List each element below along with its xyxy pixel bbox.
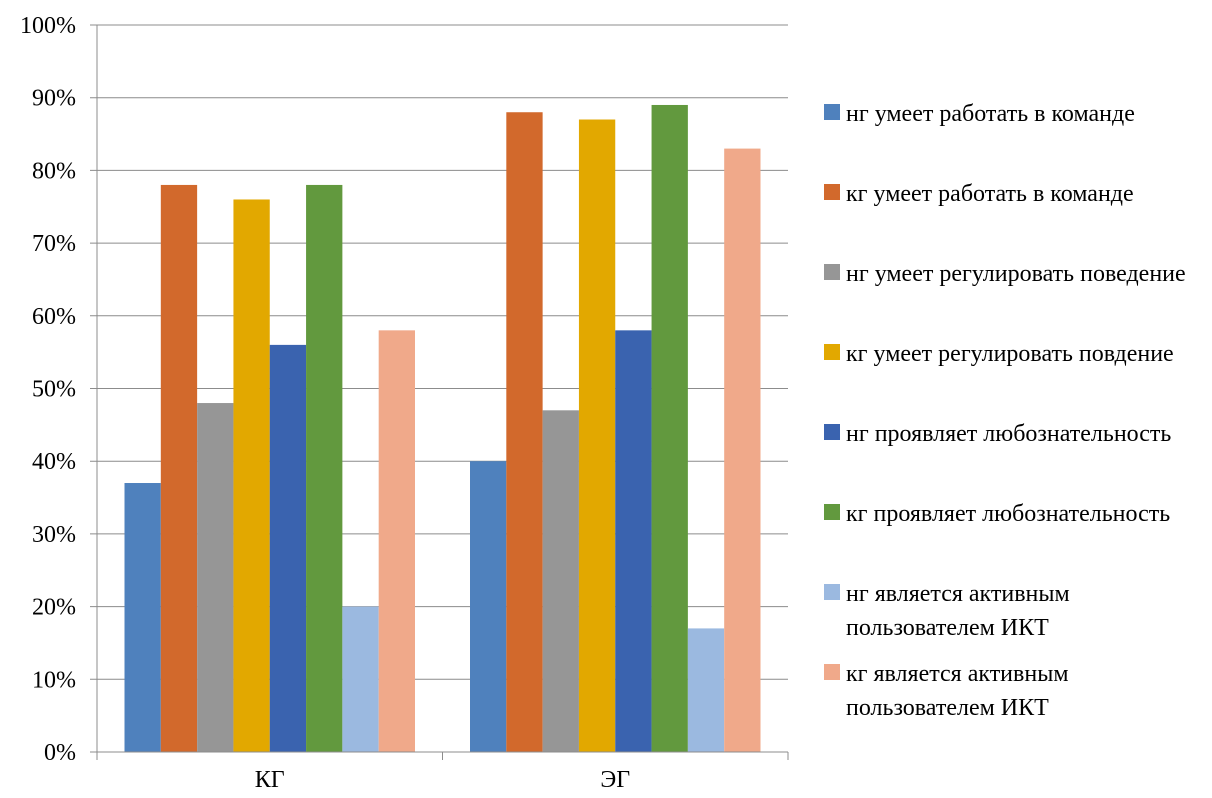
bar <box>615 330 652 752</box>
x-tick-label: ЭГ <box>600 767 630 793</box>
legend-swatch <box>824 104 840 120</box>
bars <box>124 104 761 753</box>
bar <box>724 148 761 753</box>
legend-swatch <box>824 424 840 440</box>
legend-swatch <box>824 264 840 280</box>
y-tick-label: 30% <box>32 522 76 548</box>
y-tick-label: 80% <box>32 158 76 184</box>
y-tick-label: 100% <box>20 13 76 39</box>
bar <box>470 461 507 752</box>
bar <box>306 184 343 752</box>
legend-label: кг умеет регулировать повдение <box>846 341 1174 367</box>
x-tick-label: КГ <box>255 767 285 793</box>
legend-item: нг является активным пользователем ИКТ <box>824 577 1206 645</box>
y-tick-label: 90% <box>32 86 76 112</box>
y-tick-label: 50% <box>32 377 76 403</box>
legend-label: нг умеет работать в команде <box>846 101 1135 127</box>
legend-label: нг проявляет любознательность <box>846 421 1172 447</box>
bar <box>506 112 543 753</box>
bar <box>651 104 688 753</box>
legend-item: кг умеет регулировать повдение <box>824 337 1206 371</box>
legend-item: нг умеет работать в команде <box>824 97 1206 131</box>
legend-swatch <box>824 344 840 360</box>
legend-swatch <box>824 664 840 680</box>
legend-item: нг умеет регулировать поведение <box>824 257 1206 291</box>
bar <box>687 628 725 752</box>
bar <box>269 344 307 752</box>
bar <box>542 410 579 752</box>
legend-label: нг умеет регулировать поведение <box>846 261 1186 287</box>
legend-swatch <box>824 584 840 600</box>
y-tick-label: 40% <box>32 449 76 475</box>
legend-item: кг является активным пользователем ИКТ <box>824 657 1206 725</box>
bar <box>197 403 234 752</box>
bar-chart: 0% 10% 20% 30% 40% 50% 60% 70% 80% 90% 100% КГ ЭГ <box>20 13 789 793</box>
y-tick-label: 0% <box>44 740 76 766</box>
legend-swatch <box>824 184 840 200</box>
y-axis-tick-labels: 0% 10% 20% 30% 40% 50% 60% 70% 80% 90% 100% <box>20 13 76 766</box>
bar <box>378 330 415 752</box>
legend-label: кг проявляет любознательность <box>846 501 1171 527</box>
bar <box>160 184 198 752</box>
x-axis-tick-labels: КГ ЭГ <box>255 767 630 793</box>
bar <box>233 199 270 753</box>
legend-label: нг является активным пользователем ИКТ <box>846 581 1070 641</box>
legend-label: кг является активным пользователем ИКТ <box>846 661 1069 721</box>
axes <box>96 25 789 760</box>
bar <box>342 606 379 752</box>
y-tick-label: 10% <box>32 667 76 693</box>
legend-item: нг проявляет любознательность <box>824 417 1206 451</box>
legend-label: кг умеет работать в команде <box>846 181 1134 207</box>
legend: нг умеет работать в команде кг умеет рабо… <box>824 0 1212 798</box>
y-tick-label: 60% <box>32 304 76 330</box>
y-tick-label: 20% <box>32 595 76 621</box>
legend-swatch <box>824 504 840 520</box>
bar <box>124 483 161 752</box>
y-tick-label: 70% <box>32 231 76 257</box>
legend-item: кг проявляет любознательность <box>824 497 1206 531</box>
bar <box>578 119 616 752</box>
legend-item: кг умеет работать в команде <box>824 177 1206 211</box>
